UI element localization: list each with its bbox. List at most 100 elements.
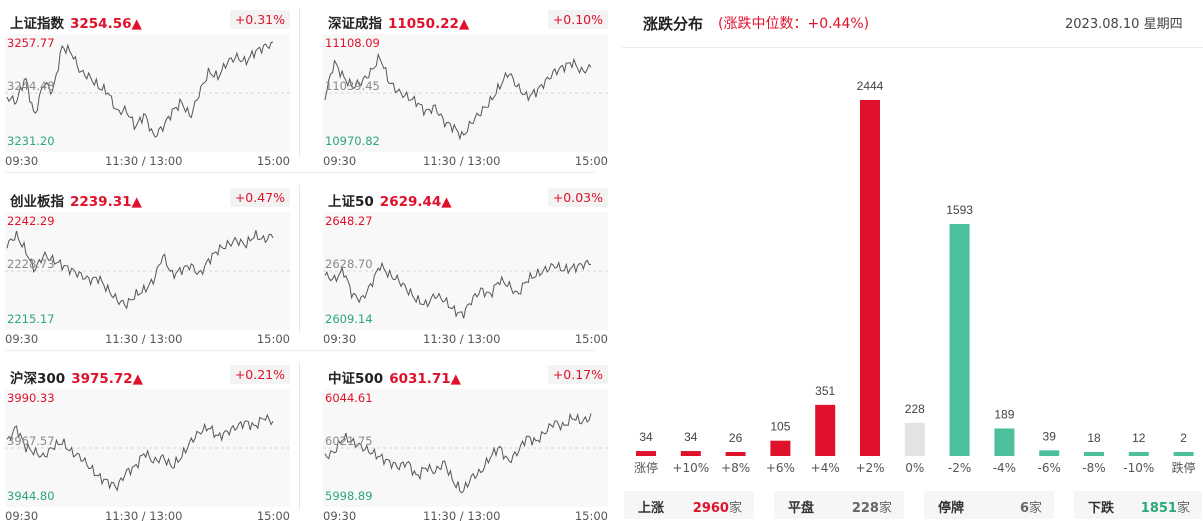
index-card[interactable]: 创业板指 2239.31▲ +0.47% 2242.29 2228.73 2215… [5,182,290,347]
summary-down: 下跌 1851家 [1074,491,1202,519]
index-sparkline [323,52,608,141]
x-end-label: 15:00 [256,509,290,521]
index-value: 2629.44▲ [379,194,452,210]
index-y-mid: 2628.70 [325,257,373,271]
unit: 家 [878,501,892,516]
bar-category-label: -8% [1082,461,1105,475]
index-price-line [324,52,592,141]
index-name: 中证500 [328,371,384,387]
index-y-max: 2242.29 [7,214,55,228]
index-header: 沪深300 3975.72▲ +0.21% [10,365,290,387]
index-value: 3254.56▲ [70,16,142,32]
bar-value-label: 18 [1087,431,1101,445]
index-sparkline [323,259,608,319]
index-name: 创业板指 [10,194,64,210]
bar-value-label: 1593 [946,203,973,217]
bar-value-label: 2444 [857,79,884,93]
bar-value-label: 34 [684,430,698,444]
bar-value-label: 105 [770,420,790,434]
distribution-date: 2023.08.10 星期四 [1065,17,1183,32]
index-card[interactable]: 上证指数 3254.56▲ +0.31% 3257.77 3244.48 3231… [5,4,290,169]
distribution-bar [1128,452,1149,456]
x-start-label: 09:30 [323,154,357,168]
bar-category-label: -10% [1123,461,1154,475]
distribution-bar [636,451,656,456]
index-card[interactable]: 中证500 6031.71▲ +0.17% 6044.61 6021.75 599… [323,359,608,521]
distribution-bar-chart: 34 涨停 34 +10% 26 +8% 105 +6% 351 +4% 2444 +2% 228 0% 1… [634,79,1196,475]
bar-value-label: 189 [994,407,1014,421]
x-end-label: 15:00 [574,332,608,346]
summary-down-count: 1851 [1140,501,1177,516]
index-sparkline-area: 11108.09 11039.45 10970.82 [323,34,608,152]
x-mid-label: 11:30 / 13:00 [105,509,183,521]
index-name: 深证成指 [328,16,382,32]
index-value: 2239.31▲ [70,194,142,210]
summary-flat-count: 228 [851,501,879,516]
index-value: 11050.22▲ [388,16,470,32]
summary-halt-count: 6 [1019,501,1029,516]
unit: 家 [1028,501,1042,516]
distribution-bar [770,440,791,456]
distribution-bar [860,100,880,456]
distribution-bar [994,428,1015,456]
distribution-median: (涨跌中位数：+0.44%) [718,16,870,32]
index-y-mid: 6021.75 [325,434,373,448]
distribution-bar [1039,450,1060,456]
index-change-badge: +0.47% [229,188,290,207]
x-start-label: 09:30 [5,509,39,521]
index-change-badge: +0.03% [547,188,608,207]
index-header: 中证500 6031.71▲ +0.17% [328,365,608,387]
x-mid-label: 11:30 / 13:00 [423,154,501,168]
index-card[interactable]: 沪深300 3975.72▲ +0.21% 3990.33 3967.57 394… [5,359,290,521]
summary-down-label: 下跌 [1088,501,1115,516]
index-sparkline-area: 2242.29 2228.73 2215.17 [5,212,290,330]
distribution-divider [622,47,1203,48]
index-header: 深证成指 11050.22▲ +0.10% [328,10,608,32]
index-change-badge: +0.10% [547,10,608,29]
index-header: 上证50 2629.44▲ +0.03% [328,188,608,210]
index-sparkline-area: 3990.33 3967.57 3944.80 [5,389,290,507]
index-sparkline [323,412,608,494]
bar-value-label: 228 [905,402,925,416]
distribution-bar [1173,452,1194,456]
index-price-line [6,230,274,310]
index-sparkline [5,230,290,310]
x-mid-label: 11:30 / 13:00 [423,332,501,346]
bar-category-label: +2% [855,461,884,475]
x-end-label: 15:00 [256,332,290,346]
distribution-bar [725,452,746,456]
index-price-line [6,413,274,492]
unit: 家 [1176,501,1190,516]
x-mid-label: 11:30 / 13:00 [105,332,183,346]
bar-category-label: +10% [672,461,709,475]
row-divider [5,172,595,173]
index-y-min: 3231.20 [7,134,55,148]
bar-value-label: 2 [1180,431,1187,445]
x-start-label: 09:30 [323,332,357,346]
index-card[interactable]: 深证成指 11050.22▲ +0.10% 11108.09 11039.45 1… [323,4,608,169]
index-y-min: 10970.82 [325,134,380,148]
index-card[interactable]: 上证50 2629.44▲ +0.03% 2648.27 2628.70 2609… [323,182,608,347]
index-sparkline [5,413,290,492]
index-y-min: 2215.17 [7,312,55,326]
bar-value-label: 39 [1043,429,1057,443]
index-sparkline-area: 2648.27 2628.70 2609.14 [323,212,608,330]
index-price-line [324,412,592,494]
distribution-bar [815,404,836,456]
summary-up: 上涨 2960家 [624,491,754,519]
distribution-bar [1084,452,1104,456]
index-price-line [6,41,274,138]
index-sparkline-area: 6044.61 6021.75 5998.89 [323,389,608,507]
x-start-label: 09:30 [5,154,39,168]
summary-halt: 停牌 6家 [924,491,1054,519]
index-y-max: 11108.09 [325,36,380,50]
bar-category-label: 涨停 [634,460,658,475]
index-y-mid: 3244.48 [7,79,55,93]
unit: 家 [728,501,742,516]
index-change-badge: +0.17% [547,365,608,384]
x-start-label: 09:30 [5,332,39,346]
index-y-mid: 2228.73 [7,257,55,271]
summary-flat: 平盘 228家 [774,491,904,519]
index-name: 上证指数 [10,16,64,32]
index-y-min: 5998.89 [325,489,373,503]
